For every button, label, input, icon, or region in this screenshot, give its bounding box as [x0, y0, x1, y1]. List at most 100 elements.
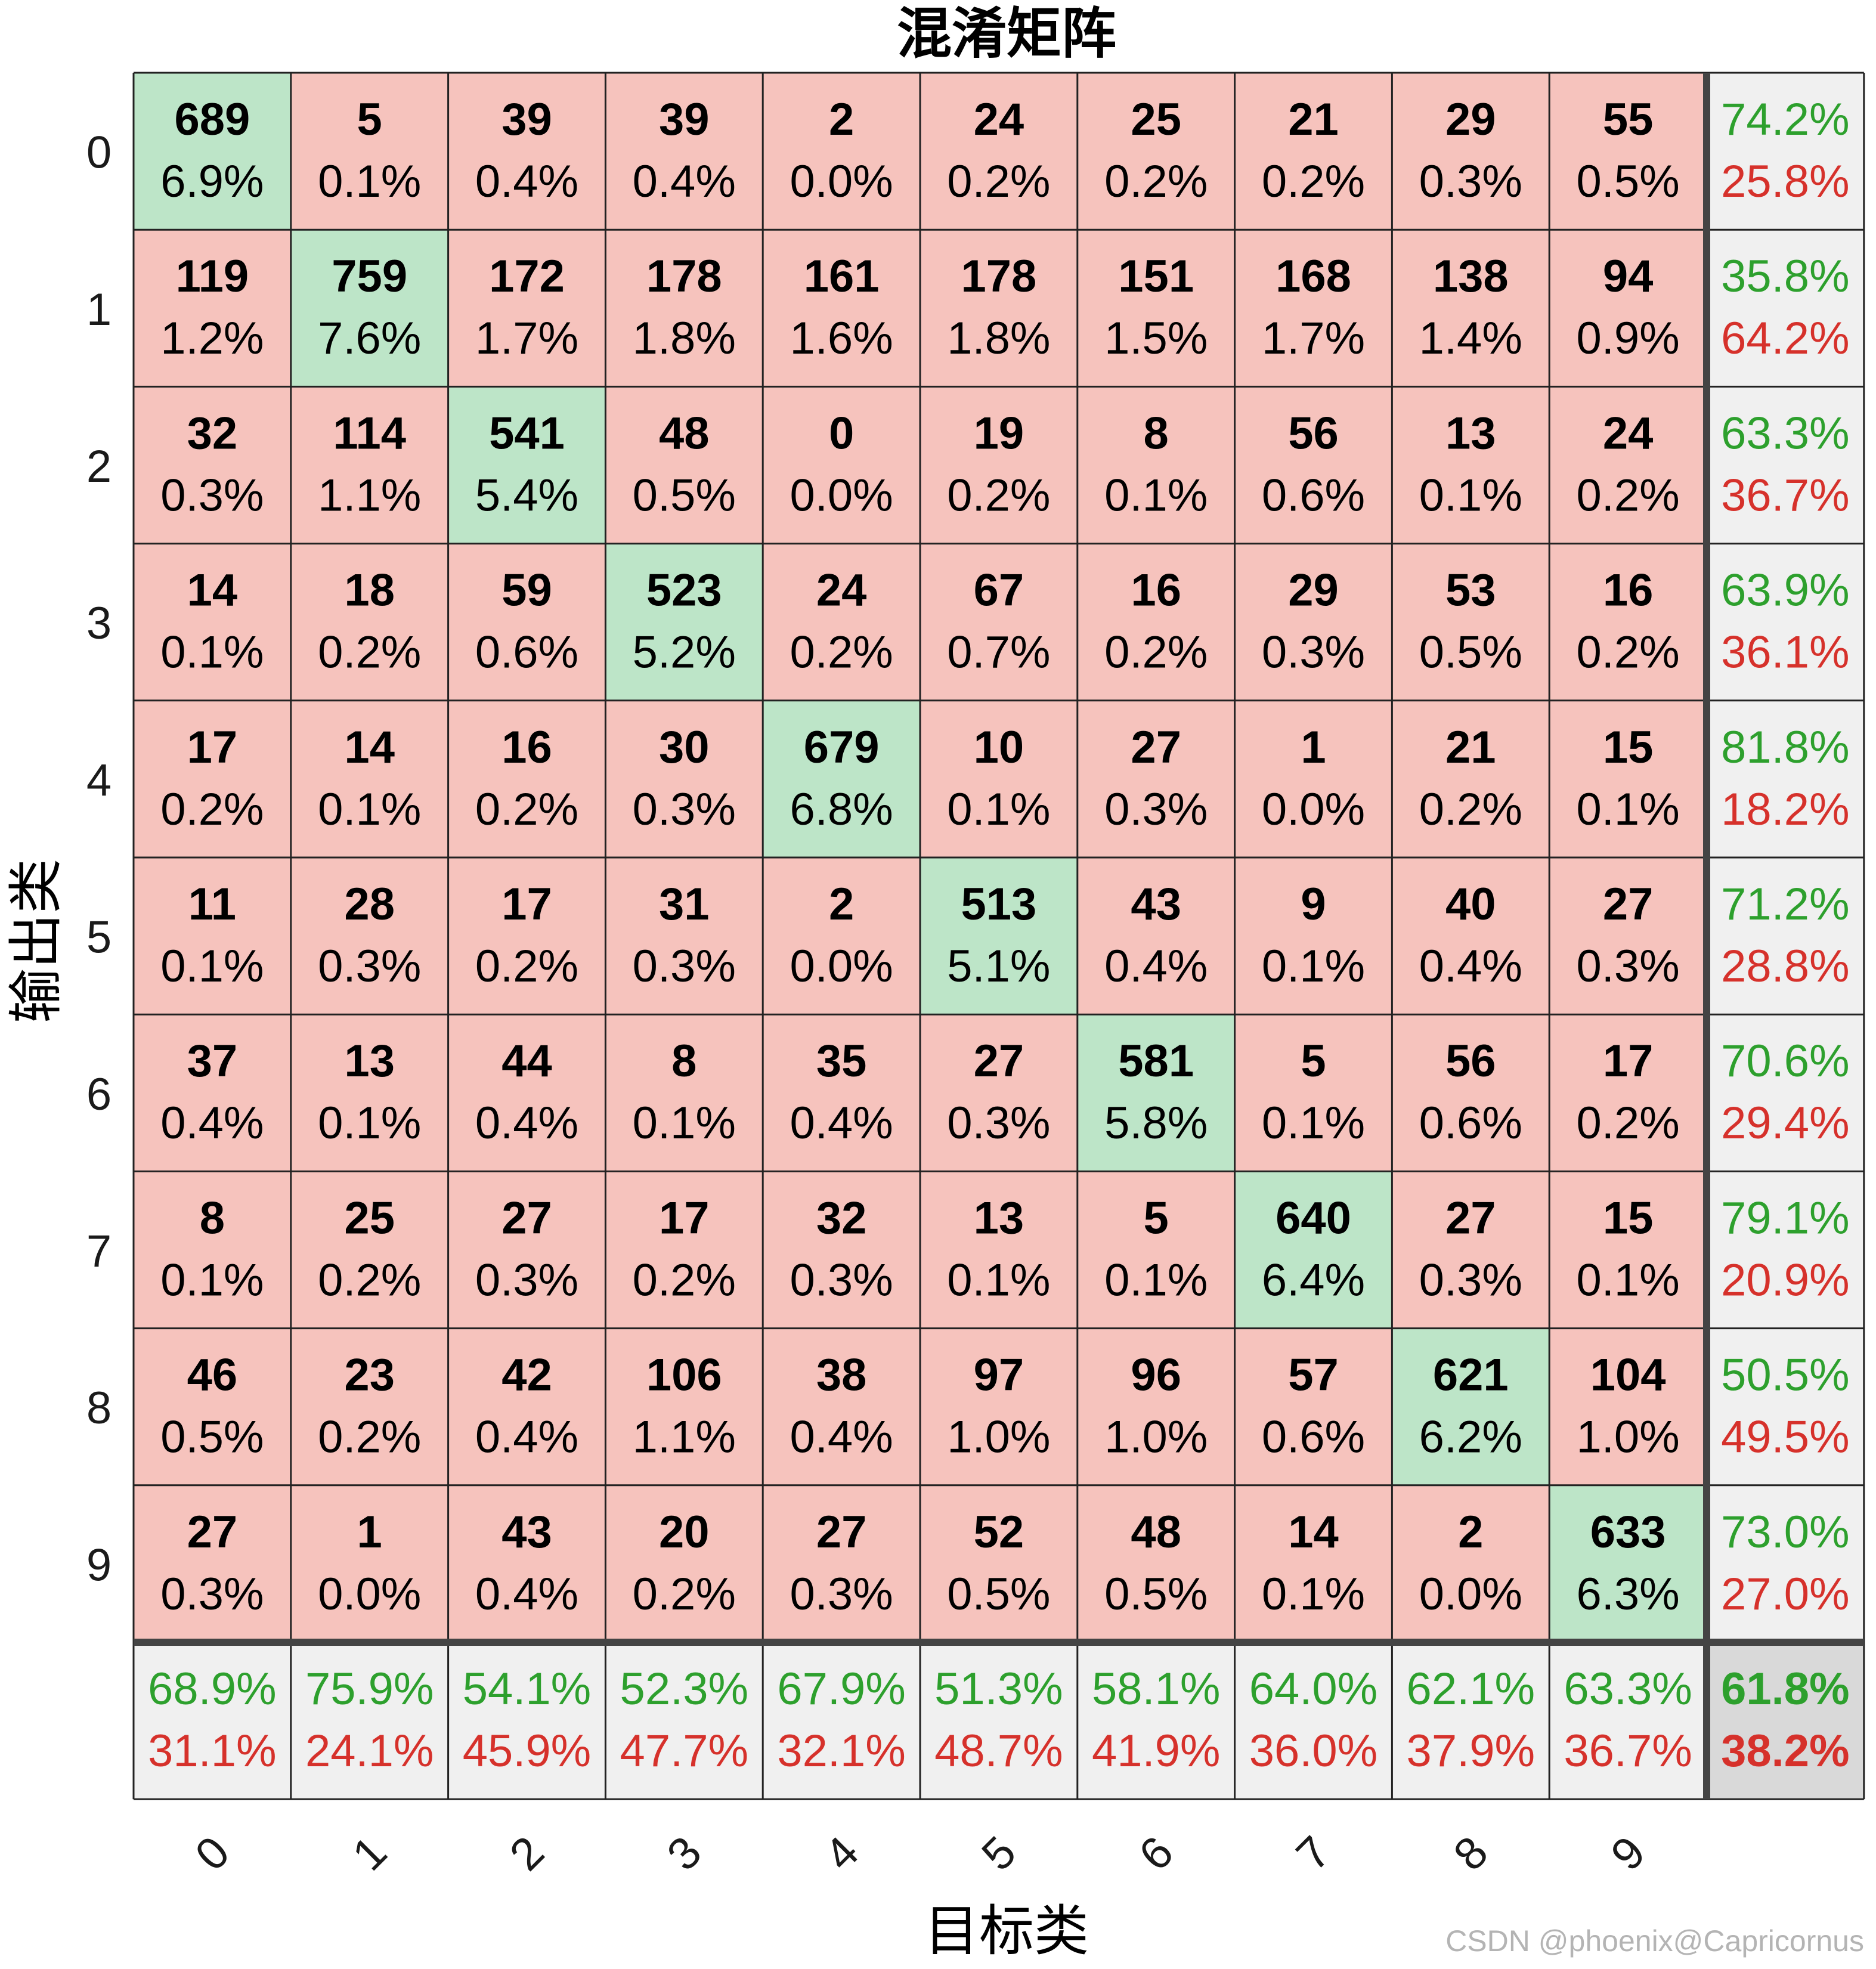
cell-percent-label: 0.2% — [947, 470, 1050, 521]
matrix-cell-error — [763, 230, 920, 387]
matrix-cell-correct — [1392, 1328, 1550, 1485]
matrix-cell-error — [1234, 1014, 1392, 1172]
matrix-cell-error — [605, 230, 763, 387]
matrix-cell-error — [134, 857, 291, 1015]
matrix-cell-error — [1392, 700, 1550, 857]
cell-percent-label: 0.1% — [1262, 1569, 1365, 1620]
summary-correct-rate: 50.5% — [1721, 1350, 1850, 1401]
matrix-cell-error — [1234, 543, 1392, 701]
cell-count-label: 24 — [974, 94, 1024, 145]
cell-percent-label: 7.6% — [318, 313, 421, 364]
cell-count-label: 138 — [1433, 251, 1509, 302]
summary-correct-rate: 54.1% — [463, 1664, 592, 1714]
cell-percent-label: 0.3% — [790, 1569, 893, 1620]
cell-count-label: 15 — [1603, 1193, 1654, 1243]
row-summary-cell — [1707, 1171, 1864, 1329]
cell-count-label: 55 — [1603, 94, 1654, 145]
matrix-cell-error — [920, 1171, 1078, 1329]
cell-percent-label: 1.1% — [318, 470, 421, 521]
matrix-cell-error — [448, 1328, 606, 1485]
matrix-cell-error — [1077, 857, 1235, 1015]
x-tick-label: 9 — [1601, 1826, 1655, 1880]
cell-percent-label: 0.4% — [1104, 941, 1208, 992]
cell-percent-label: 0.1% — [1576, 784, 1679, 835]
x-tick-label: 3 — [658, 1826, 711, 1880]
matrix-cell-error — [448, 230, 606, 387]
cell-percent-label: 1.0% — [947, 1412, 1050, 1463]
matrix-cell-error — [290, 1485, 448, 1642]
summary-correct-rate: 71.2% — [1721, 879, 1850, 930]
cell-percent-label: 0.3% — [318, 941, 421, 992]
cell-count-label: 5 — [1144, 1193, 1169, 1243]
cell-percent-label: 0.2% — [475, 784, 578, 835]
cell-percent-label: 0.2% — [947, 156, 1050, 207]
matrix-cell-error — [1234, 1485, 1392, 1642]
matrix-cell-error — [448, 1485, 606, 1642]
cell-count-label: 39 — [501, 94, 552, 145]
summary-error-rate: 64.2% — [1721, 313, 1850, 364]
cell-percent-label: 5.2% — [633, 627, 736, 678]
matrix-cell-error — [763, 1328, 920, 1485]
matrix-cell-error — [605, 1014, 763, 1172]
matrix-cell-error — [448, 73, 606, 230]
y-tick-label: 4 — [86, 755, 112, 806]
column-summary-cell — [1549, 1642, 1707, 1800]
cell-percent-label: 0.1% — [1262, 1098, 1365, 1148]
summary-error-rate: 29.4% — [1721, 1098, 1850, 1148]
matrix-cell-error — [1234, 857, 1392, 1015]
cell-count-label: 53 — [1445, 565, 1496, 616]
cell-count-label: 104 — [1590, 1350, 1666, 1401]
row-summary-cell — [1707, 700, 1864, 857]
matrix-cell-error — [134, 386, 291, 544]
row-summary-cell — [1707, 73, 1864, 230]
summary-correct-rate: 52.3% — [620, 1664, 749, 1714]
cell-count-label: 21 — [1288, 94, 1339, 145]
cell-count-label: 523 — [646, 565, 722, 616]
cell-count-label: 56 — [1445, 1036, 1496, 1086]
matrix-cell-error — [920, 1485, 1078, 1642]
x-tick-label: 0 — [185, 1826, 239, 1880]
cell-count-label: 28 — [344, 879, 395, 930]
cell-percent-label: 1.7% — [475, 313, 578, 364]
row-summary-cell — [1707, 1014, 1864, 1172]
matrix-cell-error — [1392, 73, 1550, 230]
cell-count-label: 119 — [176, 251, 249, 302]
cell-percent-label: 0.1% — [633, 1098, 736, 1148]
cell-percent-label: 0.3% — [1262, 627, 1365, 678]
matrix-cell-error — [920, 543, 1078, 701]
y-tick-label: 9 — [86, 1540, 112, 1590]
column-summary-cell — [605, 1642, 763, 1800]
matrix-cell-error — [605, 73, 763, 230]
cell-count-label: 17 — [501, 879, 552, 930]
cell-count-label: 759 — [332, 251, 407, 302]
column-summary-cell — [134, 1642, 291, 1800]
summary-error-rate: 24.1% — [305, 1726, 434, 1776]
cell-percent-label: 0.3% — [160, 470, 264, 521]
cell-count-label: 16 — [501, 722, 552, 773]
cell-count-label: 13 — [1445, 408, 1496, 459]
cell-count-label: 679 — [804, 722, 880, 773]
matrix-cell-error — [763, 857, 920, 1015]
cell-count-label: 52 — [974, 1507, 1024, 1558]
cell-count-label: 5 — [1301, 1036, 1326, 1086]
matrix-cell-error — [920, 700, 1078, 857]
matrix-cell-correct — [448, 386, 606, 544]
cell-count-label: 106 — [646, 1350, 722, 1401]
matrix-cell-error — [1549, 857, 1707, 1015]
matrix-cell-error — [1234, 1328, 1392, 1485]
watermark-text: CSDN @phoenix@Capricornus — [1445, 1924, 1864, 1958]
cell-count-label: 27 — [816, 1507, 867, 1558]
summary-correct-rate: 70.6% — [1721, 1036, 1850, 1086]
cell-percent-label: 0.6% — [1262, 470, 1365, 521]
column-summary-cell — [763, 1642, 920, 1800]
summary-error-rate: 31.1% — [148, 1726, 277, 1776]
cell-percent-label: 0.4% — [790, 1412, 893, 1463]
cell-percent-label: 0.1% — [1104, 470, 1208, 521]
cell-count-label: 42 — [501, 1350, 552, 1401]
summary-correct-rate: 75.9% — [305, 1664, 434, 1714]
cell-count-label: 14 — [187, 565, 238, 616]
summary-correct-rate: 62.1% — [1407, 1664, 1536, 1714]
cell-count-label: 8 — [671, 1036, 696, 1086]
cell-percent-label: 0.4% — [160, 1098, 264, 1148]
cell-percent-label: 0.4% — [1419, 941, 1522, 992]
